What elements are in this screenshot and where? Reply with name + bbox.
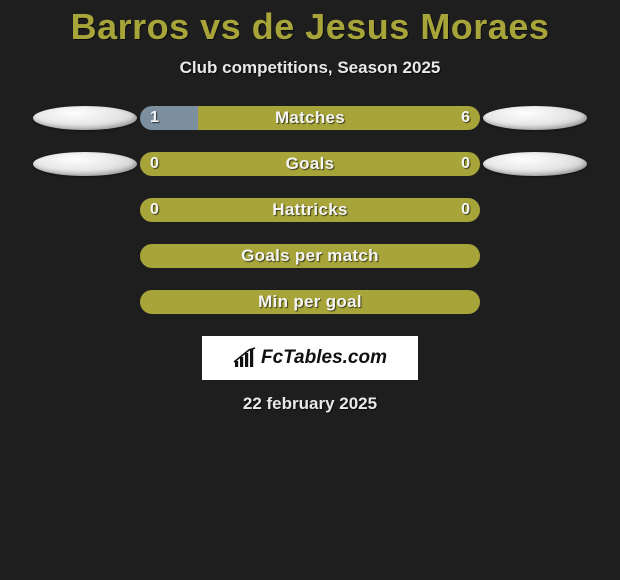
team-right-marker (480, 242, 590, 270)
stat-bar: Min per goal (140, 290, 480, 314)
team-left-marker (30, 196, 140, 224)
bar-seg-left (140, 198, 480, 222)
stat-bar: Matches16 (140, 106, 480, 130)
bar-seg-left (140, 290, 480, 314)
team-left-marker (30, 150, 140, 178)
page-title: Barros vs de Jesus Moraes (0, 0, 620, 48)
team-left-marker (30, 288, 140, 316)
ellipse-icon (483, 106, 587, 130)
team-right-marker (480, 104, 590, 132)
stat-value-left: 0 (150, 198, 159, 222)
bar-seg-left (140, 106, 198, 130)
team-right-marker (480, 196, 590, 224)
stat-value-left: 0 (150, 152, 159, 176)
stat-row: Min per goal (0, 290, 620, 314)
ellipse-icon (33, 106, 137, 130)
logo-text: FcTables.com (261, 347, 387, 369)
date-text: 22 february 2025 (0, 394, 620, 414)
bar-seg-left (140, 152, 480, 176)
team-left-marker (30, 242, 140, 270)
bar-seg-left (140, 244, 480, 268)
page-subtitle: Club competitions, Season 2025 (0, 58, 620, 78)
stat-rows: Matches16Goals00Hattricks00Goals per mat… (0, 106, 620, 314)
bar-seg-right (198, 106, 480, 130)
ellipse-icon (483, 152, 587, 176)
team-right-marker (480, 288, 590, 316)
stat-bar: Goals per match (140, 244, 480, 268)
stat-row: Goals00 (0, 152, 620, 176)
stat-row: Hattricks00 (0, 198, 620, 222)
stat-value-left: 1 (150, 106, 159, 130)
stat-value-right: 0 (461, 152, 470, 176)
bar-chart-icon (233, 347, 259, 369)
stat-value-right: 0 (461, 198, 470, 222)
team-left-marker (30, 104, 140, 132)
team-right-marker (480, 150, 590, 178)
stat-bar: Goals00 (140, 152, 480, 176)
stat-row: Matches16 (0, 106, 620, 130)
stat-bar: Hattricks00 (140, 198, 480, 222)
ellipse-icon (33, 152, 137, 176)
stat-row: Goals per match (0, 244, 620, 268)
fctables-logo: FcTables.com (202, 336, 418, 380)
stat-value-right: 6 (461, 106, 470, 130)
